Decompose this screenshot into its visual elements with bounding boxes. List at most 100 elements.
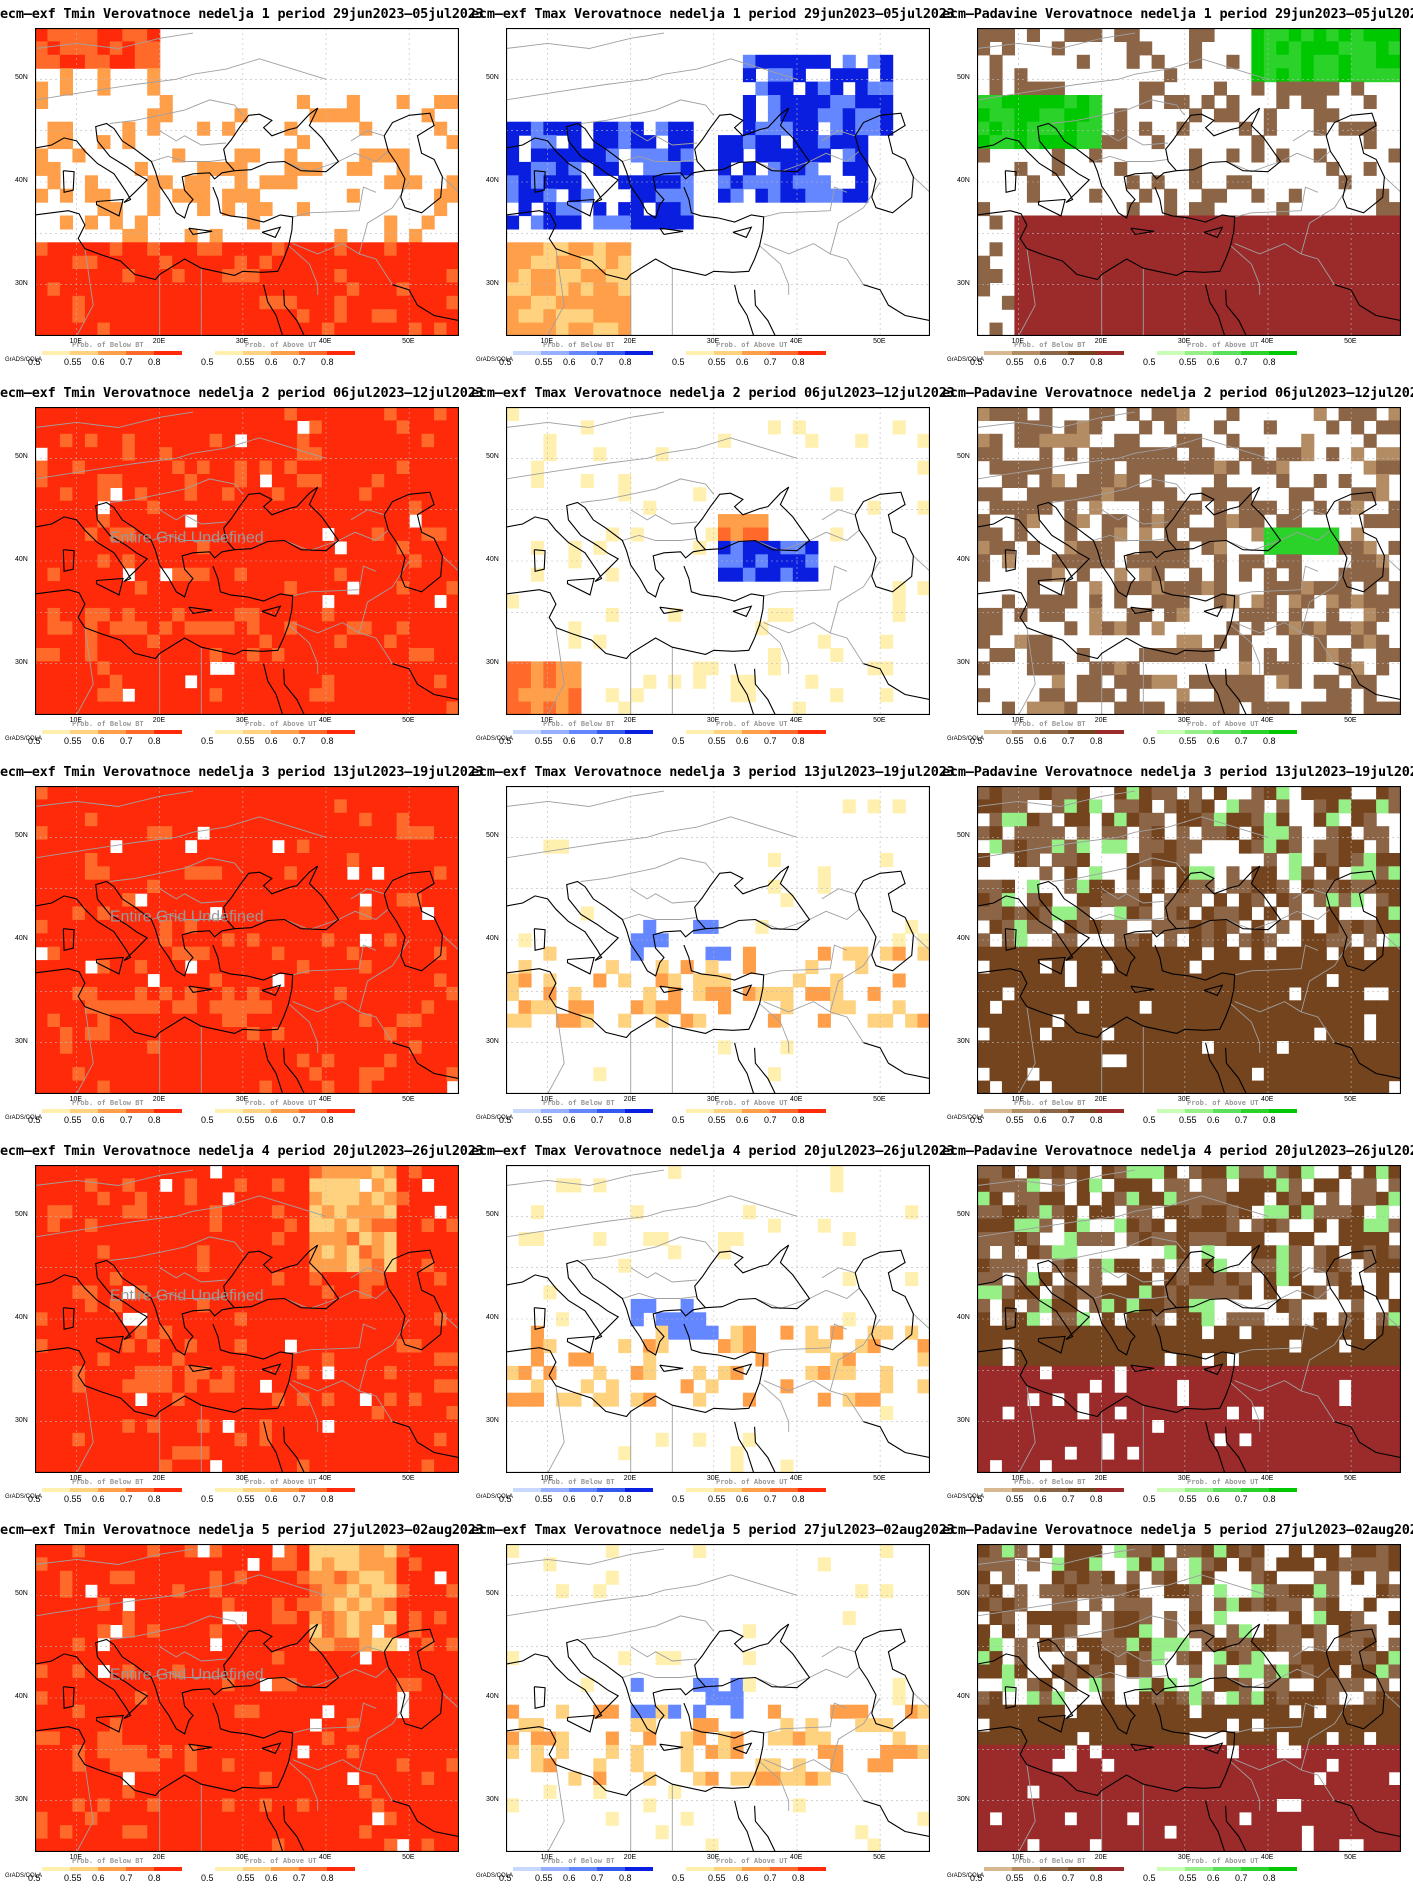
- lat-label: 30N: [957, 658, 970, 666]
- legend-swatch: [1096, 1867, 1124, 1871]
- legend-tick: 0.8: [148, 1873, 161, 1883]
- lon-label: 50E: [873, 1096, 886, 1103]
- legend-label-below: Prob. of Below BT: [1014, 341, 1086, 349]
- coastlines: [35, 1244, 459, 1473]
- coastlines: [35, 865, 459, 1094]
- probability-cells: [977, 1165, 1401, 1473]
- legend-swatch: [154, 351, 182, 355]
- country-borders: [35, 32, 459, 336]
- country-borders: [977, 1548, 1401, 1852]
- legend-label-below: Prob. of Below BT: [543, 1099, 615, 1107]
- legend-tick: 0.7: [293, 1494, 306, 1504]
- legend-swatch: [1269, 1109, 1297, 1113]
- probability-map: Entire Grid Undefined: [35, 407, 459, 715]
- lon-label: 20E: [623, 717, 637, 724]
- legend-tick: 0.7: [1062, 357, 1075, 367]
- lon-label: 10E: [69, 1096, 83, 1103]
- probability-map: [977, 786, 1401, 1094]
- legend-swatch: [215, 351, 243, 355]
- legend-swatch: [299, 730, 327, 734]
- legend-tick: 0.5: [970, 736, 983, 746]
- lon-label: 30E: [1177, 1854, 1191, 1861]
- coastlines: [977, 486, 1401, 715]
- legend-swatch: [1241, 730, 1269, 734]
- legend-swatch: [1040, 730, 1068, 734]
- legend-swatch: [215, 1109, 243, 1113]
- legend-tick: 0.8: [321, 1873, 334, 1883]
- legend-tick: 0.6: [736, 1494, 749, 1504]
- country-borders: [35, 790, 459, 1094]
- lat-label: 40N: [957, 556, 970, 563]
- legend-swatch: [215, 1488, 243, 1492]
- legend-tick: 0.8: [1263, 736, 1276, 746]
- legend-swatch: [1157, 730, 1185, 734]
- lat-label: 40N: [15, 1314, 28, 1321]
- legend-swatch: [1185, 730, 1213, 734]
- legend-swatch: [798, 1109, 826, 1113]
- probability-cells: [977, 1544, 1401, 1852]
- legend-tick: 0.6: [265, 1494, 278, 1504]
- watermark-text: Entire Grid Undefined: [110, 1288, 264, 1305]
- legend-tick: 0.7: [1062, 1494, 1075, 1504]
- legend-tick: 0.55: [1006, 736, 1024, 746]
- probability-cells: [506, 799, 930, 1082]
- lon-label: 50E: [402, 1475, 415, 1482]
- legend-swatch: [1157, 351, 1185, 355]
- lon-label: 30E: [1177, 1096, 1191, 1103]
- legend-swatch: [770, 1488, 798, 1492]
- legend-swatch: [299, 1867, 327, 1871]
- tmax-panel-week-3: ecm–exf Tmax Verovatnoce nedelja 3 perio…: [471, 758, 955, 1137]
- lon-label: 40E: [789, 1475, 803, 1482]
- colorbar-legend: GrADS/COLA Prob. of Below BT 0.5 0.55 0.6 0.7…: [0, 341, 471, 373]
- legend-swatch: [1269, 351, 1297, 355]
- legend-swatch: [569, 1488, 597, 1492]
- grads-credit: GrADS/COLA: [947, 1873, 985, 1879]
- lon-label: 30E: [706, 717, 720, 724]
- legend-tick: 0.8: [1090, 1115, 1103, 1125]
- legend-swatch: [569, 1867, 597, 1871]
- country-borders: [506, 1169, 930, 1473]
- legend-swatch: [243, 1109, 271, 1113]
- graticule: [977, 786, 1401, 1094]
- legend-tick: 0.6: [265, 1873, 278, 1883]
- legend-tick: 0.6: [265, 1115, 278, 1125]
- legend-swatch: [1213, 351, 1241, 355]
- coastlines: [506, 1244, 930, 1473]
- probability-cells: [35, 28, 459, 336]
- legend-swatch: [271, 1867, 299, 1871]
- grads-credit: GrADS/COLA: [476, 357, 514, 363]
- legend-swatch: [98, 351, 126, 355]
- legend-swatch: [686, 1109, 714, 1113]
- lon-label: 50E: [873, 1854, 886, 1861]
- legend-swatch: [625, 1867, 653, 1871]
- legend-tick: 0.55: [1179, 1873, 1197, 1883]
- legend-tick: 0.6: [1034, 1873, 1047, 1883]
- legend-swatch: [1096, 1488, 1124, 1492]
- legend-tick: 0.55: [1006, 357, 1024, 367]
- legend-swatch: [126, 730, 154, 734]
- legend-tick: 0.6: [1207, 357, 1220, 367]
- legend-swatch: [98, 1867, 126, 1871]
- lon-label: 30E: [235, 717, 249, 724]
- probability-map: [506, 1165, 930, 1473]
- legend-tick: 0.5: [201, 1494, 214, 1504]
- legend-tick: 0.8: [148, 357, 161, 367]
- legend-tick: 0.6: [1207, 1873, 1220, 1883]
- legend-label-above: Prob. of Above UT: [245, 720, 317, 728]
- probability-cells: [35, 1165, 459, 1473]
- lon-label: 20E: [152, 1854, 166, 1861]
- legend-tick: 0.5: [672, 736, 685, 746]
- legend-label-below: Prob. of Below BT: [1014, 1478, 1086, 1486]
- legend-swatch: [1157, 1488, 1185, 1492]
- legend-swatch: [1241, 1867, 1269, 1871]
- colorbar-legend: GrADS/COLA Prob. of Below BT 0.5 0.55 0.6 0.7…: [471, 1857, 942, 1889]
- legend-tick: 0.8: [1090, 357, 1103, 367]
- lon-label: 40E: [789, 1096, 803, 1103]
- legend-tick: 0.8: [792, 1115, 805, 1125]
- lon-label: 40E: [318, 338, 332, 345]
- lon-label: 20E: [623, 338, 637, 345]
- legend-tick: 0.7: [120, 1494, 133, 1504]
- legend-swatch: [541, 351, 569, 355]
- coastlines: [506, 865, 930, 1094]
